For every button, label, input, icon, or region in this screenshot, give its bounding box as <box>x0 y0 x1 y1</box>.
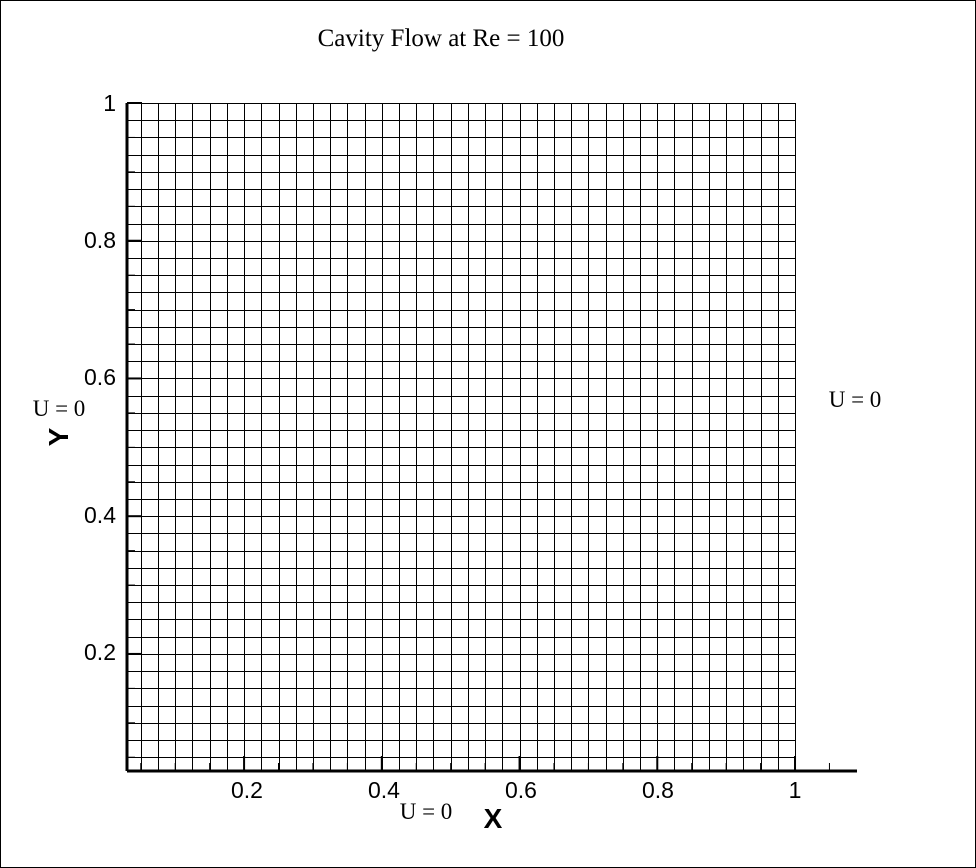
y-tick-label: 0.6 <box>84 364 116 390</box>
boundary-label-bottom: U = 0 <box>400 799 453 824</box>
mesh-grid <box>127 103 796 771</box>
y-tick-label: 0.2 <box>84 639 116 665</box>
x-tick-label: 0.2 <box>231 777 263 803</box>
axes <box>125 103 857 773</box>
x-tick-label: 0.4 <box>368 777 400 803</box>
y-axis-label: Y <box>43 427 74 446</box>
axis-ticks <box>127 102 830 771</box>
y-tick-label: 0.8 <box>84 227 116 253</box>
x-tick-labels: 0.2 0.4 0.6 0.8 1 <box>231 777 801 803</box>
y-tick-label: 0.4 <box>84 502 116 528</box>
x-axis-label: X <box>484 803 503 834</box>
y-tick-labels: 0.2 0.4 0.6 0.8 1 <box>84 90 116 665</box>
x-tick-label: 0.8 <box>642 777 674 803</box>
boundary-label-left: U = 0 <box>33 396 86 421</box>
x-tick-label: 0.6 <box>505 777 537 803</box>
boundary-label-right: U = 0 <box>829 387 882 412</box>
x-tick-label: 1 <box>789 777 802 803</box>
plot-title: Cavity Flow at Re = 100 <box>318 25 565 52</box>
y-tick-label: 1 <box>103 90 116 116</box>
